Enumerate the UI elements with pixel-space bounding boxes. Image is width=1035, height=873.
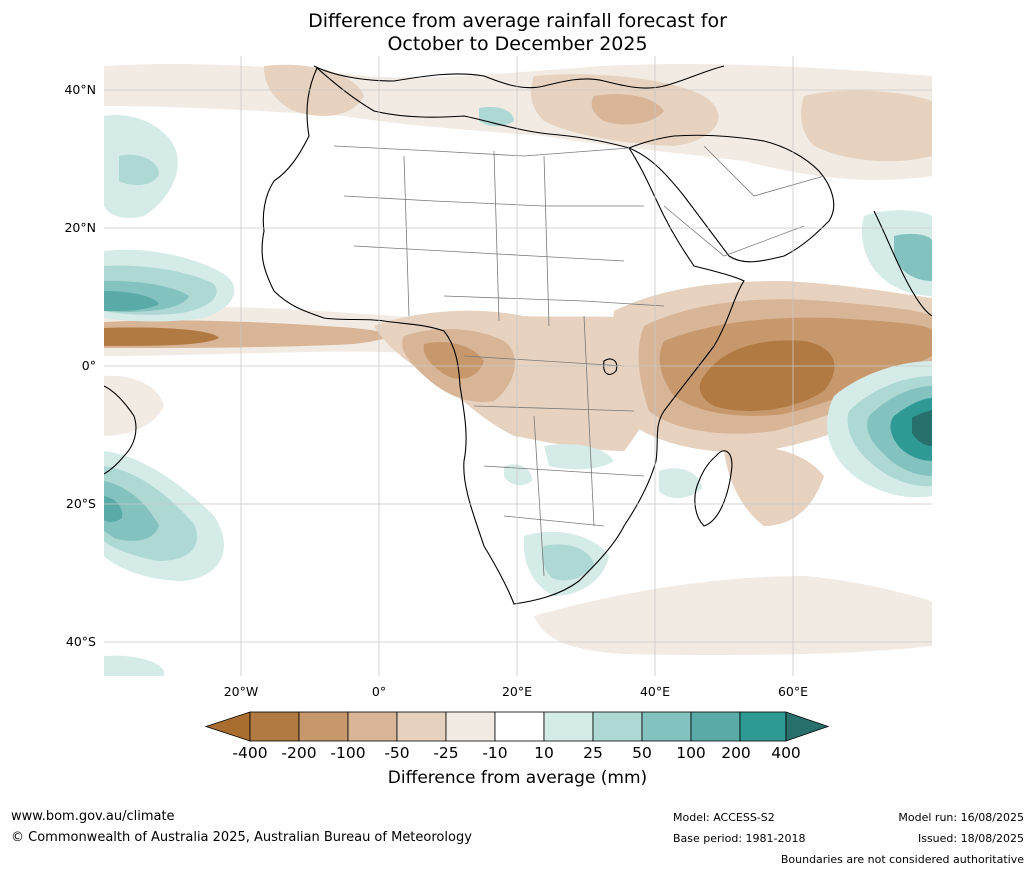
border-line <box>663 205 805 257</box>
colour-bar-extend-dry <box>204 711 251 742</box>
colour-bar-segment-dry-200 <box>249 711 300 742</box>
colour-bar-segment-wet-200 <box>739 711 787 742</box>
wet-region-mozambique-channel <box>659 468 702 499</box>
lon-label-20w: 20°W <box>223 684 259 699</box>
footer-issued: Issued: 18/08/2025 <box>917 832 1024 845</box>
colour-bar-tick: 25 <box>583 744 603 762</box>
south-america-coastline <box>104 385 137 475</box>
footer-base-period: Base period: 1981-2018 <box>673 832 806 845</box>
border-line <box>483 465 645 477</box>
lat-label-20n: 20°N <box>64 220 96 235</box>
border-line <box>583 315 595 527</box>
lake-victoria <box>603 358 618 375</box>
dry-region-east-med <box>591 94 664 125</box>
wet-region-south-atlantic-3 <box>104 481 159 541</box>
colour-bar-tick: -100 <box>330 744 366 762</box>
border-line <box>333 145 630 157</box>
colour-bar-segment-wet-50 <box>641 711 692 742</box>
border-line <box>353 245 625 262</box>
colour-bar-segment-dry-25 <box>396 711 447 742</box>
border-line <box>463 355 625 367</box>
border-line <box>503 515 605 527</box>
madagascar-coastline <box>694 450 733 527</box>
colour-bar-segment-neutral <box>494 711 545 742</box>
wet-anomaly-regions <box>104 106 932 676</box>
footer-website: www.bom.gov.au/climate <box>11 809 175 824</box>
wet-region-far-south <box>104 655 164 676</box>
wet-region-south-africa-2 <box>542 544 594 581</box>
colour-bar-label: Difference from average (mm) <box>387 768 648 788</box>
wet-region-south-atlantic-4 <box>104 496 123 522</box>
lat-label-0: 0° <box>81 358 96 373</box>
border-line <box>703 145 825 197</box>
dry-region-south-indian <box>724 447 824 526</box>
border-line <box>493 150 500 322</box>
dry-region-indian-ocean-core <box>699 340 835 411</box>
border-line <box>443 295 665 307</box>
colour-bar-extend-wet <box>785 711 830 742</box>
border-line <box>473 405 635 412</box>
colour-bar-tick: 200 <box>721 744 751 762</box>
colour-bar-tick: -400 <box>232 744 268 762</box>
lon-label-20e: 20°E <box>501 684 533 699</box>
colour-bar-tick: -25 <box>433 744 459 762</box>
wet-region-zambia <box>544 444 614 470</box>
africa-coastline <box>261 67 745 605</box>
border-line <box>533 415 545 577</box>
border-line <box>543 155 550 327</box>
colour-bar-tick: 10 <box>534 744 554 762</box>
europe-coastline <box>313 65 725 89</box>
wet-region-arabian-sea-2 <box>894 233 932 281</box>
colour-bar-segment-wet-100 <box>690 711 741 742</box>
footer-disclaimer: Boundaries are not considered authoritat… <box>780 853 1024 866</box>
border-line <box>343 195 644 207</box>
colour-bar-tick: 400 <box>771 744 801 762</box>
wet-region-southwest-indian-core <box>912 410 932 446</box>
dry-region-west-ocean-small <box>104 375 164 436</box>
colour-bar <box>204 711 830 742</box>
lon-label-60e: 60°E <box>777 684 809 699</box>
map-title-line-2: October to December 2025 <box>387 33 648 55</box>
wet-region-tropical-atlantic-4 <box>104 291 159 312</box>
dry-region-south-band <box>534 576 932 656</box>
colour-bar-segment-dry-100 <box>298 711 349 742</box>
dry-region-atlantic-core-2 <box>104 327 219 346</box>
map-title: Difference from average rainfall forecas… <box>0 10 1035 56</box>
wet-region-north-atlantic-2 <box>119 154 159 186</box>
border-line <box>403 155 410 317</box>
map-title-line-1: Difference from average rainfall forecas… <box>308 10 727 32</box>
dry-region-congo-inner <box>423 341 484 379</box>
arabia-coastline <box>627 134 835 263</box>
india-coastline <box>873 210 932 317</box>
colour-bar-segment-dry-50 <box>347 711 398 742</box>
lat-label-40n: 40°N <box>64 82 96 97</box>
lat-label-20s: 20°S <box>65 496 96 511</box>
gridlines <box>104 56 932 676</box>
colour-bar-tick: 100 <box>676 744 706 762</box>
lat-label-40s: 40°S <box>65 634 96 649</box>
colour-bar-tick: 50 <box>632 744 652 762</box>
colour-bar-segment-wet-10 <box>543 711 594 742</box>
lon-label-0: 0° <box>371 684 387 699</box>
rainfall-anomaly-map <box>104 56 932 676</box>
colour-bar-tick: -200 <box>281 744 317 762</box>
dry-region-iran <box>801 90 932 162</box>
coastlines <box>104 65 932 605</box>
colour-bar-tick: -10 <box>482 744 508 762</box>
wet-region-angola-coast <box>504 464 532 486</box>
footer-model-run: Model run: 16/08/2025 <box>898 811 1024 824</box>
lon-label-40e: 40°E <box>639 684 671 699</box>
footer-copyright: © Commonwealth of Australia 2025, Austra… <box>11 830 472 845</box>
colour-bar-tick: -50 <box>384 744 410 762</box>
country-borders <box>333 145 825 577</box>
footer-model: Model: ACCESS-S2 <box>673 811 775 824</box>
colour-bar-segment-dry-10 <box>445 711 496 742</box>
colour-bar-segment-wet-25 <box>592 711 643 742</box>
